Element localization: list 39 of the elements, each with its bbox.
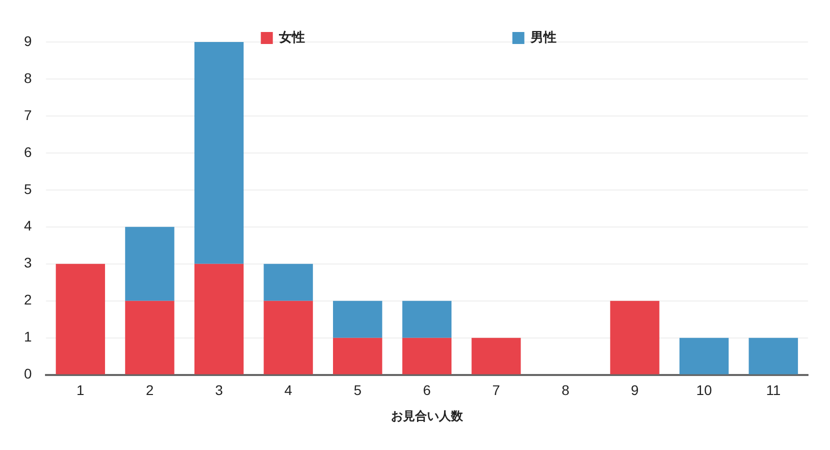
y-tick-label: 3 — [24, 254, 32, 271]
x-tick-label: 7 — [492, 382, 500, 398]
bar — [679, 338, 729, 374]
bar — [333, 300, 382, 338]
x-tick-label: 9 — [630, 382, 639, 398]
x-tick-label: 3 — [215, 382, 224, 398]
y-tick-label: 7 — [24, 106, 32, 123]
x-tick-label: 4 — [284, 382, 292, 398]
bar — [56, 264, 106, 374]
bar — [194, 264, 244, 374]
y-tick-label: 5 — [24, 180, 32, 197]
bar — [402, 338, 452, 374]
bar — [194, 42, 244, 264]
bar — [264, 264, 313, 301]
bar — [125, 226, 174, 301]
bar — [264, 300, 313, 374]
y-tick-label: 4 — [24, 218, 32, 234]
y-tick-label: 2 — [24, 292, 32, 308]
y-tick-label: 8 — [24, 70, 32, 86]
y-tick-label: 1 — [24, 328, 32, 345]
x-axis-title: お見合い人数 — [390, 409, 464, 424]
bar — [125, 300, 174, 374]
y-tick-label: 6 — [24, 144, 32, 160]
x-tick-label: 2 — [146, 382, 154, 398]
legend-label: 男性 — [529, 30, 556, 45]
bar — [610, 300, 660, 374]
x-tick-label: 1 — [76, 382, 85, 398]
x-tick-label: 6 — [422, 382, 431, 398]
y-tick-label: 0 — [24, 366, 32, 382]
bar — [748, 338, 798, 374]
x-tick-label: 8 — [562, 382, 570, 398]
bar — [472, 338, 521, 374]
x-tick-label: 11 — [766, 382, 781, 398]
bar — [402, 300, 452, 338]
y-tick-label: 9 — [24, 32, 32, 49]
legend-label: 女性 — [278, 30, 305, 45]
bar — [333, 338, 382, 374]
x-tick-label: 5 — [354, 382, 362, 398]
x-tick-label: 10 — [696, 382, 712, 398]
